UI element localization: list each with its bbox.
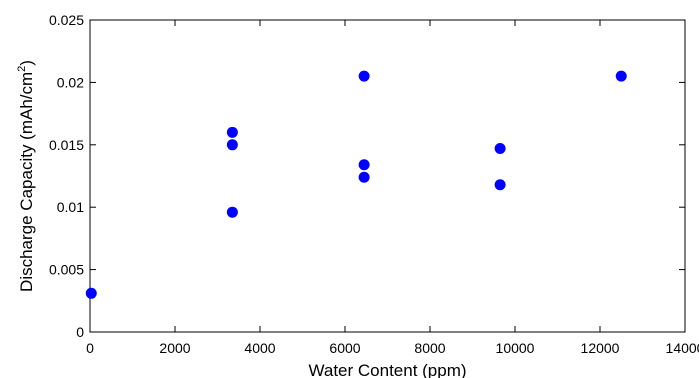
data-point xyxy=(226,126,238,138)
data-point xyxy=(358,70,370,82)
data-point xyxy=(358,171,370,183)
x-tick-label: 10000 xyxy=(496,340,535,356)
data-point xyxy=(358,159,370,171)
data-point xyxy=(85,287,97,299)
data-point xyxy=(494,143,506,155)
x-tick-label: 6000 xyxy=(329,340,360,356)
y-tick-label: 0.015 xyxy=(49,137,84,153)
y-tick-label: 0.025 xyxy=(49,12,84,28)
x-tick-label: 0 xyxy=(86,340,94,356)
plot-area-frame xyxy=(89,19,686,333)
data-point xyxy=(494,179,506,191)
x-tick-label: 12000 xyxy=(581,340,620,356)
x-axis-title: Water Content (ppm) xyxy=(308,361,466,378)
data-point xyxy=(615,70,627,82)
y-tick-label: 0 xyxy=(76,324,84,340)
y-tick-label: 0.01 xyxy=(57,199,84,215)
data-point xyxy=(226,139,238,151)
y-tick-label: 0.02 xyxy=(57,74,84,90)
x-tick-label: 2000 xyxy=(159,340,190,356)
y-axis-title: Discharge Capacity (mAh/cm2) xyxy=(16,60,36,292)
y-tick-label: 0.005 xyxy=(49,262,84,278)
y-axis-title-suffix: ) xyxy=(17,60,36,66)
y-axis-title-superscript: 2 xyxy=(16,66,28,72)
y-axis-title-main: Discharge Capacity (mAh/cm xyxy=(17,72,36,292)
data-points xyxy=(85,70,627,299)
x-tick-label: 4000 xyxy=(244,340,275,356)
x-tick-label: 8000 xyxy=(414,340,445,356)
data-point xyxy=(226,206,238,218)
